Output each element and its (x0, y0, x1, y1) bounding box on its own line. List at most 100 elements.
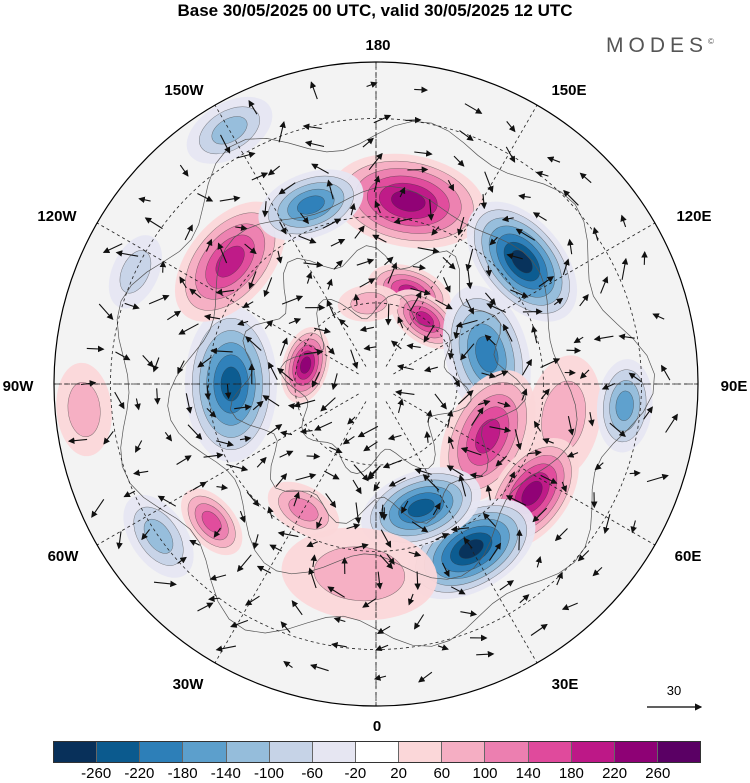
wind-vector (179, 164, 189, 177)
wind-vector (567, 238, 574, 255)
logo-mark: © (708, 37, 714, 46)
wind-vector (388, 477, 406, 487)
wind-vector (501, 215, 514, 223)
anomaly-contour (143, 518, 174, 554)
wind-vector (362, 137, 374, 148)
wind-vector (281, 295, 304, 305)
wind-vector (311, 371, 321, 388)
colorbar-labels: -260 -220 -180 -140 -100 -60 -20 20 60 100 140 180 2… (53, 765, 701, 783)
wind-vector (405, 116, 422, 124)
wind-vector (80, 380, 97, 387)
colorbar-segment (97, 742, 141, 762)
wind-vector (484, 171, 494, 193)
wind-vector (267, 165, 281, 176)
lon-label-180: 180 (365, 37, 390, 54)
wind-vector (331, 373, 338, 391)
wind-vector (446, 409, 454, 428)
wind-vector (308, 567, 317, 589)
wind-vector (213, 527, 222, 538)
wind-vector (123, 490, 136, 498)
wind-vector (280, 621, 291, 633)
wind-vector (356, 258, 375, 266)
wind-vector (310, 554, 318, 568)
wind-vector (352, 479, 362, 495)
wind-vector (562, 258, 570, 275)
wind-vector (486, 303, 507, 313)
wind-vector (412, 264, 426, 271)
wind-vector (306, 271, 313, 284)
wind-vector (592, 566, 603, 577)
wind-vector (293, 491, 300, 507)
wind-vector (414, 467, 432, 475)
wind-vector (324, 470, 340, 480)
logo-text: MODES (606, 34, 709, 57)
wind-vector (210, 347, 233, 355)
wind-vector (453, 155, 465, 167)
wind-vector (268, 361, 278, 380)
wind-vector (368, 152, 383, 171)
wind-vector (484, 334, 496, 346)
wind-vector (138, 196, 151, 204)
wind-vector (480, 194, 488, 210)
wind-vector (236, 554, 252, 572)
wind-vector (306, 541, 318, 548)
wind-vector (532, 212, 547, 221)
modes-logo: MODES© (606, 34, 714, 58)
wind-vector (410, 287, 431, 296)
wind-vector (418, 671, 433, 683)
wind-vector (434, 393, 447, 410)
wind-vector (224, 384, 232, 400)
wind-vector (643, 406, 653, 420)
wind-vector (505, 495, 527, 506)
wind-vector (396, 363, 414, 371)
wind-vector (463, 537, 473, 549)
wind-vector (359, 278, 376, 288)
positive-anomaly (331, 153, 486, 249)
colorbar-tick-label: 60 (433, 765, 451, 782)
wind-vector (542, 438, 554, 445)
wind-vector (157, 495, 177, 507)
wind-vector (208, 595, 220, 602)
wind-vector (189, 540, 200, 546)
wind-vector (629, 469, 641, 477)
wind-vector (592, 226, 599, 241)
wind-vector (316, 517, 323, 530)
colorbar (53, 741, 701, 763)
colorbar-tick-label: -20 (344, 765, 367, 782)
wind-vector (326, 179, 334, 200)
wind-vector (216, 484, 229, 491)
wind-vector (263, 277, 273, 298)
wind-vector (153, 388, 161, 405)
anomaly-contour (615, 390, 634, 421)
meridian-line (96, 222, 359, 375)
wind-vector (378, 504, 386, 519)
wind-vector (299, 427, 313, 435)
wind-vector (380, 529, 392, 548)
wind-vector (435, 299, 453, 310)
wind-vector (506, 252, 523, 260)
wind-vector (245, 336, 262, 351)
wind-vector (98, 303, 114, 321)
wind-vector (533, 420, 542, 432)
wind-vector (236, 151, 256, 159)
wind-vector (153, 580, 177, 588)
wind-vector (327, 586, 345, 598)
wind-vector (338, 318, 349, 328)
wind-vector (283, 660, 293, 669)
wind-vector (527, 449, 542, 457)
wind-vector (184, 224, 193, 241)
wind-vector (352, 542, 369, 550)
colorbar-segment (485, 742, 529, 762)
wind-vector (646, 473, 669, 483)
anomaly-contour (300, 356, 312, 374)
wind-vector (446, 465, 464, 476)
wind-vector (304, 348, 324, 356)
wind-vector (495, 370, 509, 377)
wind-vector (508, 471, 516, 484)
wind-vector (414, 86, 428, 94)
reference-vector-label: 30 (667, 683, 681, 698)
wind-vector (353, 464, 369, 482)
colorbar-tick-label: 260 (645, 765, 671, 782)
wind-vector (144, 217, 163, 230)
wind-vector (166, 310, 182, 321)
